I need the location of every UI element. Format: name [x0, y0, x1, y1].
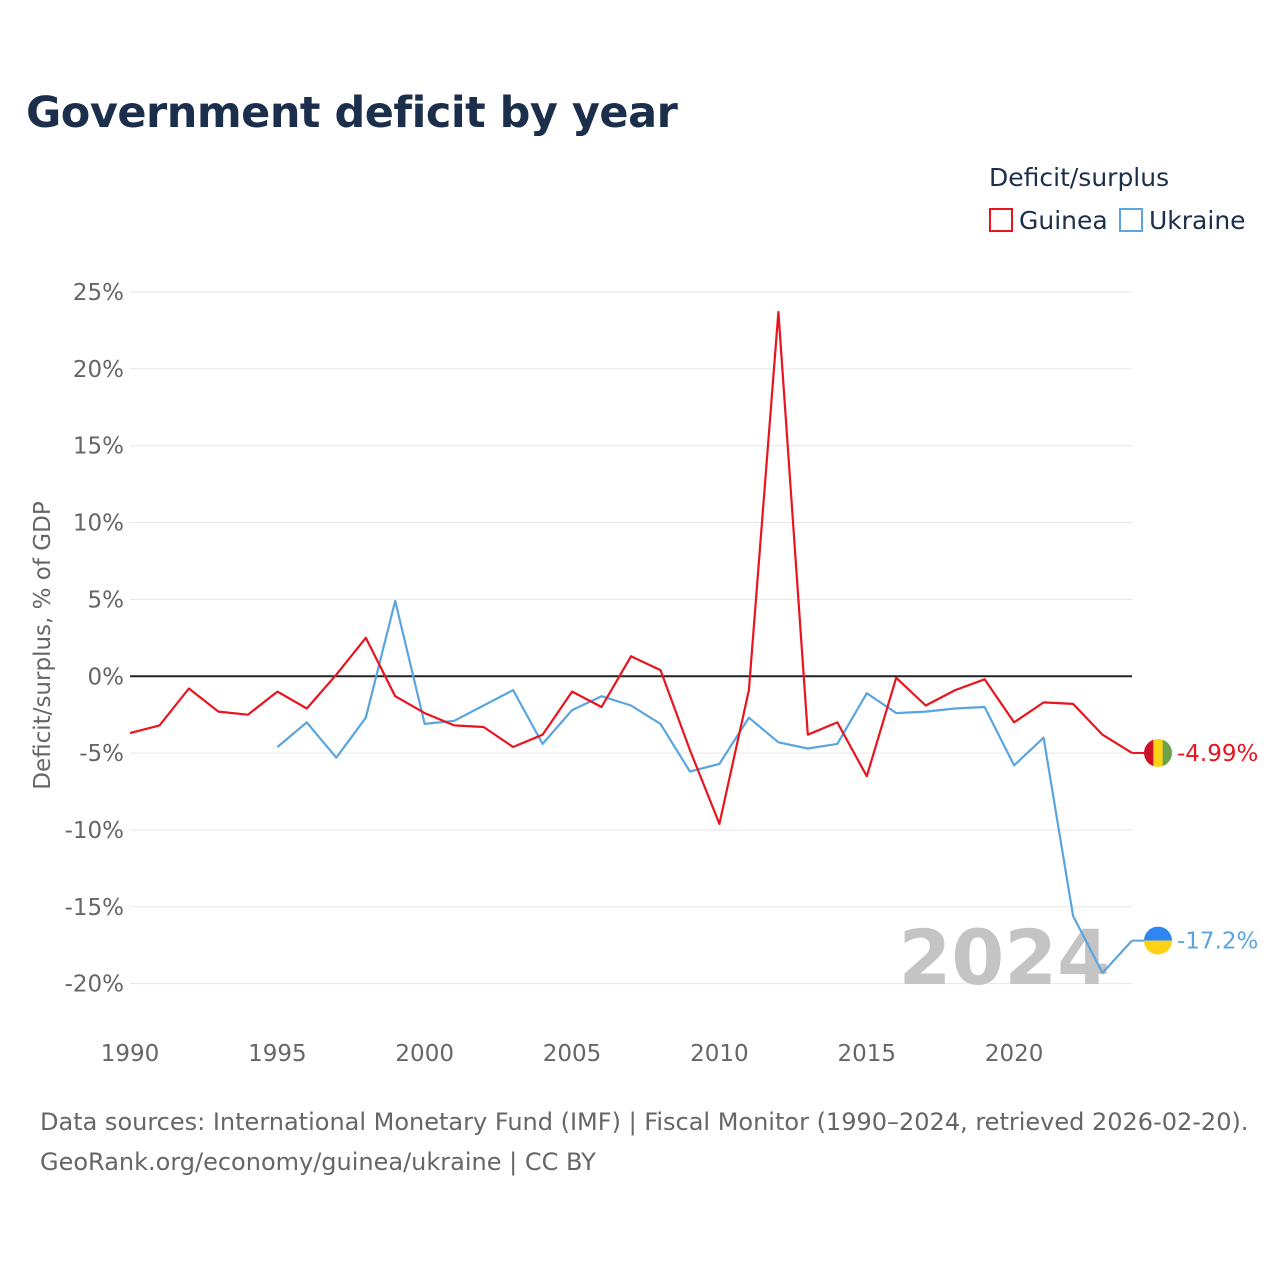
flag-band	[1144, 926, 1172, 941]
legend-item-guinea[interactable]: Guinea	[989, 205, 1108, 235]
x-tick-label: 2020	[985, 1041, 1044, 1067]
y-tick-label: 25%	[73, 280, 124, 306]
legend-swatch-guinea	[989, 208, 1013, 232]
ukraine-flag-icon	[1144, 926, 1172, 955]
flag-band	[1162, 738, 1172, 767]
legend-item-ukraine[interactable]: Ukraine	[1119, 205, 1246, 235]
guinea-flag-icon	[1144, 738, 1172, 767]
flag-band	[1153, 738, 1164, 767]
legend-label-ukraine: Ukraine	[1149, 205, 1246, 235]
y-tick-label: -20%	[65, 972, 124, 998]
legend-swatch-ukraine	[1119, 208, 1143, 232]
legend-label-guinea: Guinea	[1019, 205, 1108, 235]
series-line-guinea	[129, 310, 1133, 825]
x-tick-label: 2000	[395, 1041, 454, 1067]
y-tick-label: -15%	[65, 895, 124, 921]
y-tick-label: 15%	[73, 434, 124, 460]
y-tick-label: 0%	[88, 664, 125, 690]
y-tick-label: 10%	[73, 511, 124, 537]
flag-band	[1144, 738, 1154, 767]
y-tick-label: 20%	[73, 357, 124, 383]
flag-band	[1144, 940, 1172, 955]
end-label-guinea: -4.99%	[1177, 741, 1258, 767]
year-watermark: 2024	[898, 913, 1110, 1002]
data-sources-text: Data sources: International Monetary Fun…	[40, 1108, 1249, 1136]
y-tick-label: -5%	[79, 741, 124, 767]
y-axis-label: Deficit/surplus, % of GDP	[30, 501, 56, 790]
x-tick-label: 1990	[101, 1041, 160, 1067]
credit-text: GeoRank.org/economy/guinea/ukraine | CC …	[40, 1148, 596, 1176]
legend-title: Deficit/surplus	[989, 163, 1170, 192]
chart-title: Government deficit by year	[26, 88, 678, 138]
x-tick-label: 1995	[248, 1041, 307, 1067]
series-line-ukraine	[276, 599, 1133, 975]
x-tick-label: 2015	[837, 1041, 896, 1067]
line-chart: 25% 20% 15% 10% 5% 0% -5% -10% -15% -20% 1990 1995 2…	[30, 280, 1258, 1067]
x-tick-label: 2005	[543, 1041, 602, 1067]
y-tick-label: -10%	[65, 818, 124, 844]
y-tick-label: 5%	[88, 587, 125, 613]
end-label-ukraine: -17.2%	[1177, 929, 1258, 955]
x-tick-label: 2010	[690, 1041, 749, 1067]
